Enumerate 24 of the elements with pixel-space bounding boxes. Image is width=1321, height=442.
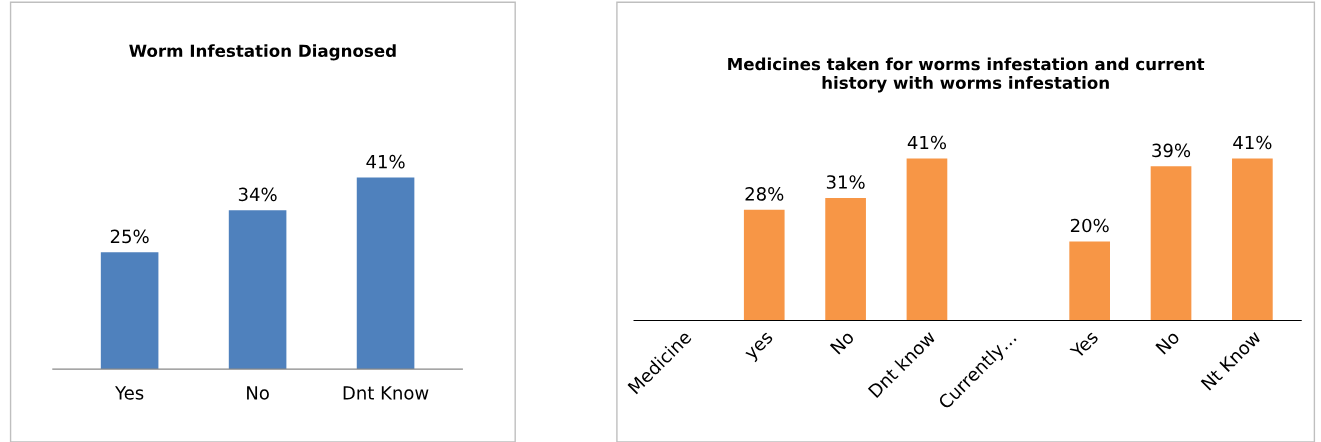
x-tick-label: Yes: [1069, 329, 1099, 360]
x-tick-label: Yes: [115, 386, 144, 400]
x-tick-label: No: [1155, 329, 1181, 355]
x-tick-label: No: [247, 386, 269, 400]
bar: [825, 197, 866, 321]
chart-title: Medicines taken for worms infestation and current history with worms infestation: [728, 57, 1205, 93]
bar: [1150, 166, 1192, 321]
data-label: 34%: [238, 187, 277, 202]
data-label: 20%: [1070, 218, 1109, 233]
data-label: 41%: [366, 154, 405, 169]
data-label: 28%: [745, 187, 784, 201]
x-tick-label: yes: [745, 331, 776, 363]
data-label: 41%: [1233, 135, 1272, 150]
data-label: 25%: [110, 229, 149, 244]
bar: [1069, 241, 1110, 321]
chart-title: Worm Infestation Diagnosed: [129, 44, 396, 61]
bar: [1232, 158, 1273, 321]
x-tick-label: No: [829, 329, 855, 355]
data-label: 39%: [1152, 143, 1191, 158]
data-label: 41%: [907, 135, 947, 150]
x-tick-label: Dnt Know: [343, 386, 429, 400]
bar: [743, 209, 785, 321]
data-label: 31%: [826, 175, 865, 189]
bar: [906, 158, 948, 321]
